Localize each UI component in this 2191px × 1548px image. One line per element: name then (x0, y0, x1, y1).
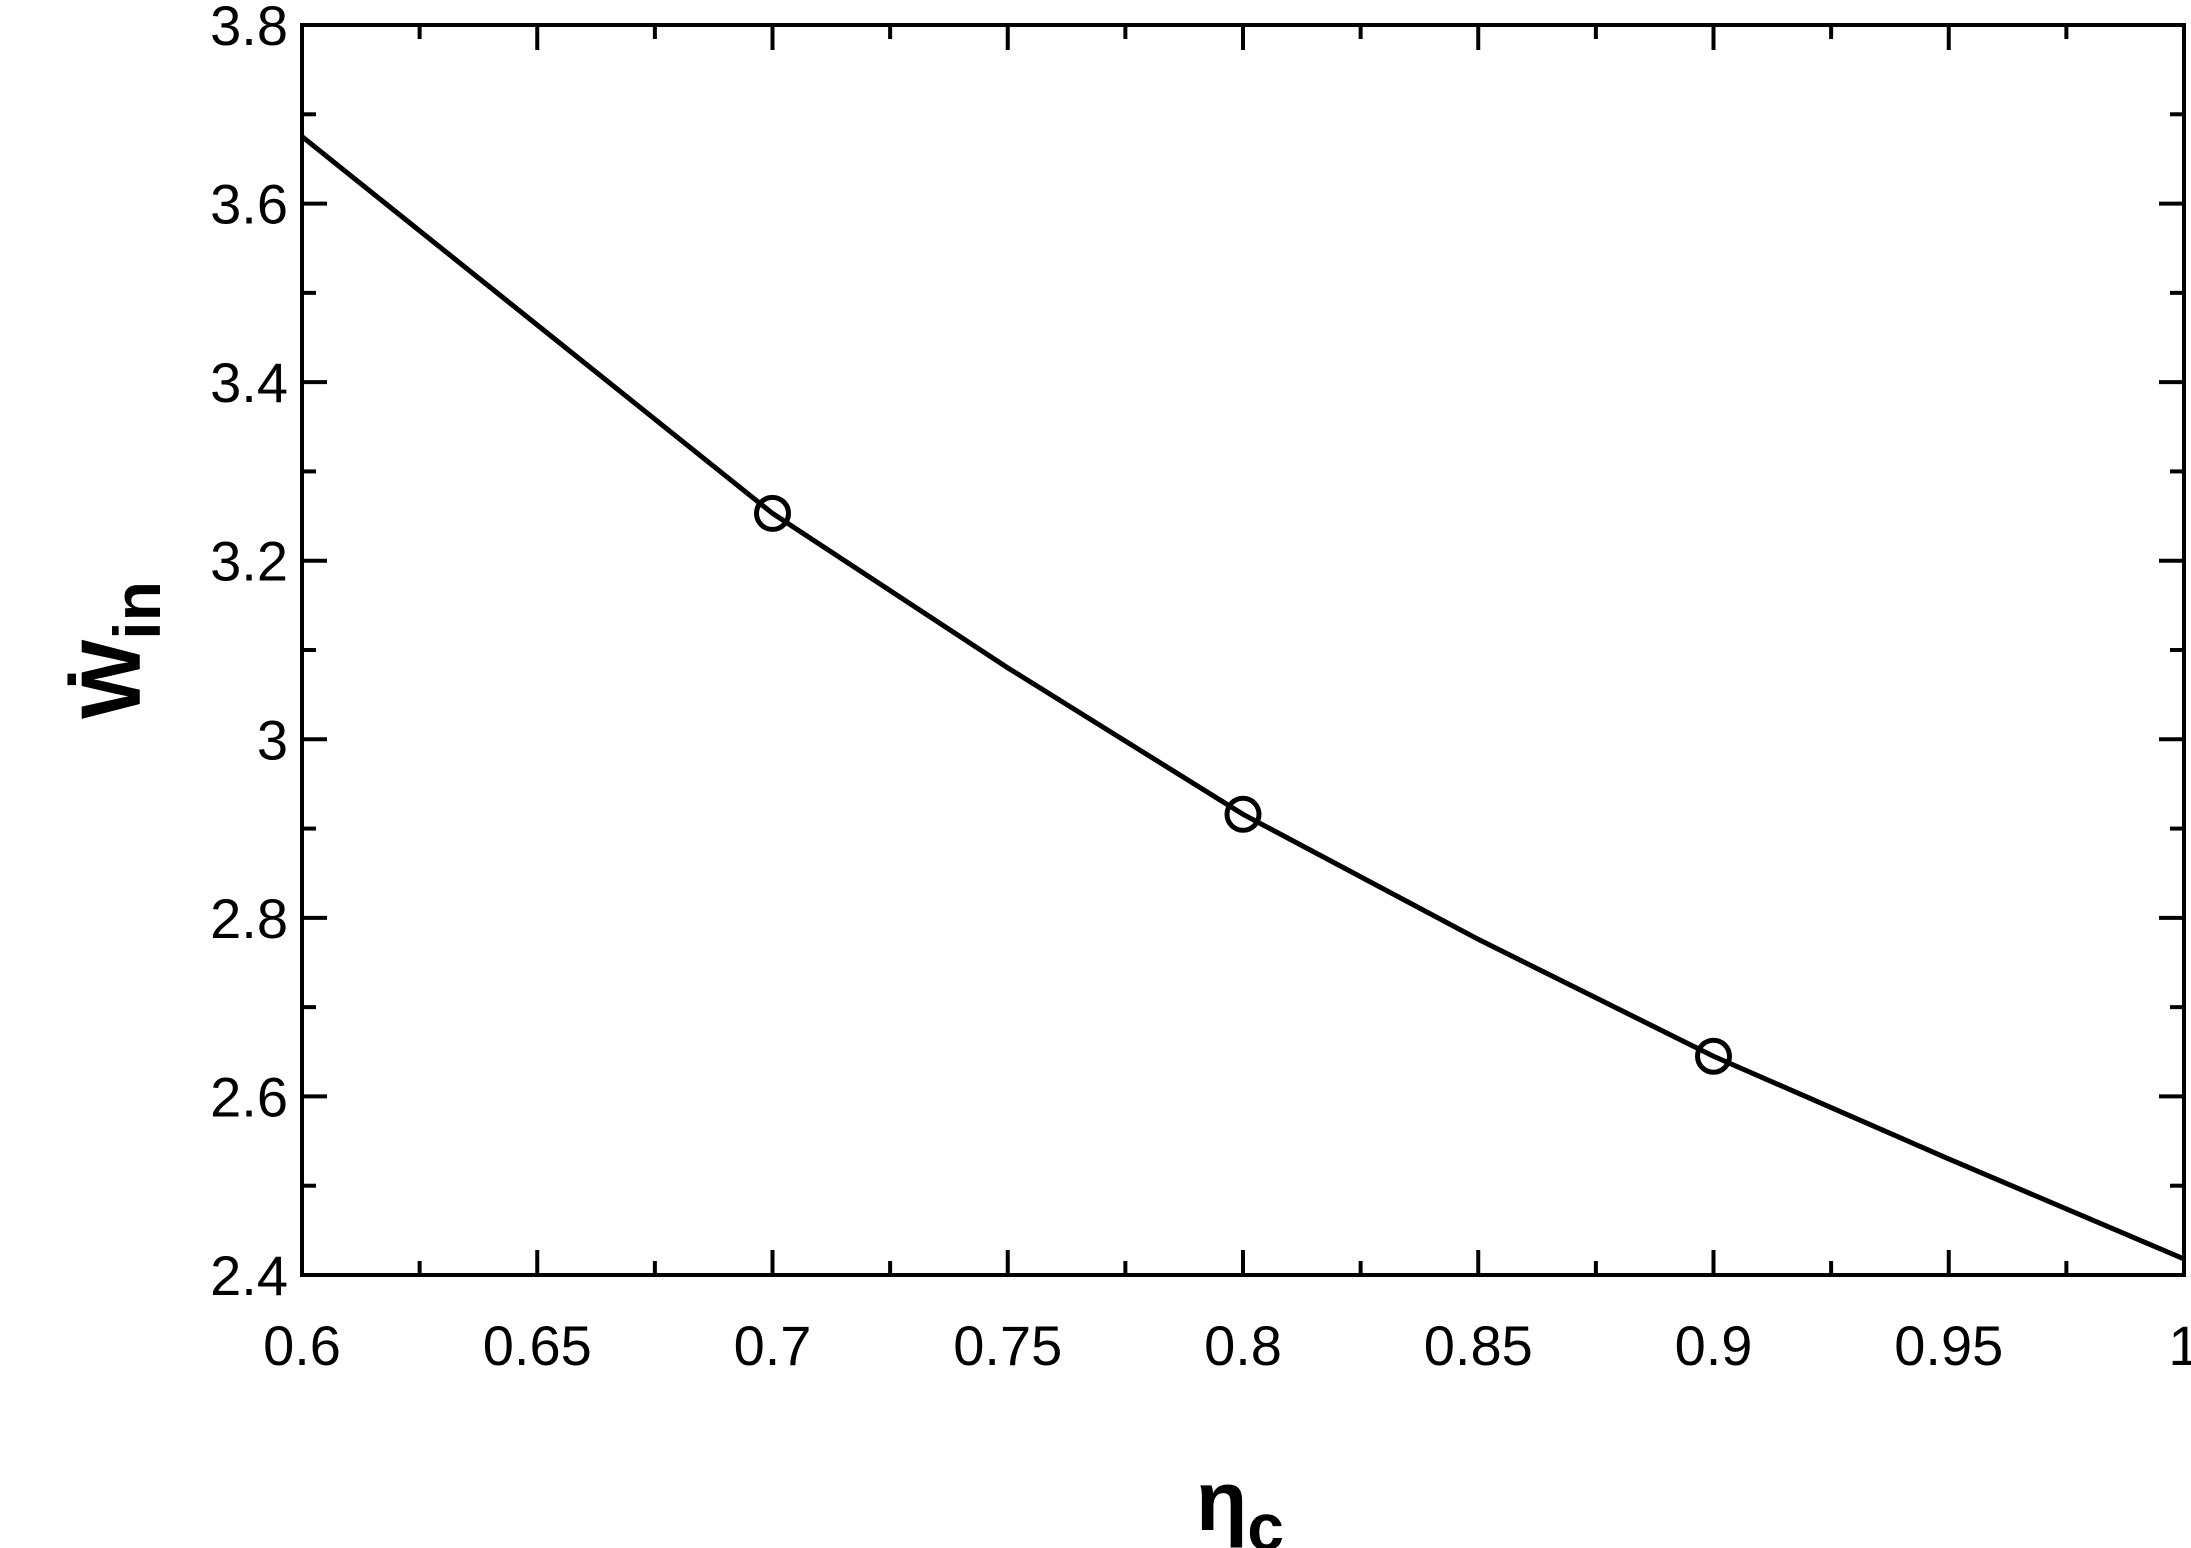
y-tick-label: 3.4 (210, 351, 288, 414)
x-tick-label: 0.9 (1675, 1314, 1753, 1377)
x-tick-label: 0.6 (263, 1314, 341, 1377)
x-label-main: η (1196, 1454, 1247, 1548)
marker (1224, 795, 1262, 833)
y-tick-label: 3.6 (210, 173, 288, 236)
y-axis-label: Ẇin (64, 581, 174, 719)
y-label-sub: in (100, 581, 174, 640)
y-tick-label: 3.2 (210, 530, 288, 593)
x-tick-label: 0.85 (1424, 1314, 1533, 1377)
y-tick-label: 2.8 (210, 887, 288, 950)
marker (754, 494, 791, 532)
line (300, 134, 2185, 1262)
y-tick-label: 3 (257, 708, 288, 771)
marker (1695, 1037, 1732, 1075)
y-label-main: Ẇ (64, 639, 158, 719)
x-tick-label: 0.7 (734, 1314, 812, 1377)
plot-frame (300, 23, 2186, 1277)
x-tick-label: 1 (2168, 1314, 2191, 1377)
x-tick-label: 0.75 (953, 1314, 1062, 1377)
y-tick-label: 2.6 (210, 1065, 288, 1128)
x-axis-label: ηc (1196, 1454, 1284, 1548)
x-tick-label: 0.95 (1894, 1314, 2003, 1377)
y-tick-label: 3.8 (210, 0, 288, 57)
x-tick-label: 0.8 (1204, 1314, 1282, 1377)
y-tick-label: 2.4 (210, 1244, 288, 1307)
x-label-sub: c (1247, 1490, 1284, 1548)
x-tick-label: 0.65 (483, 1314, 592, 1377)
